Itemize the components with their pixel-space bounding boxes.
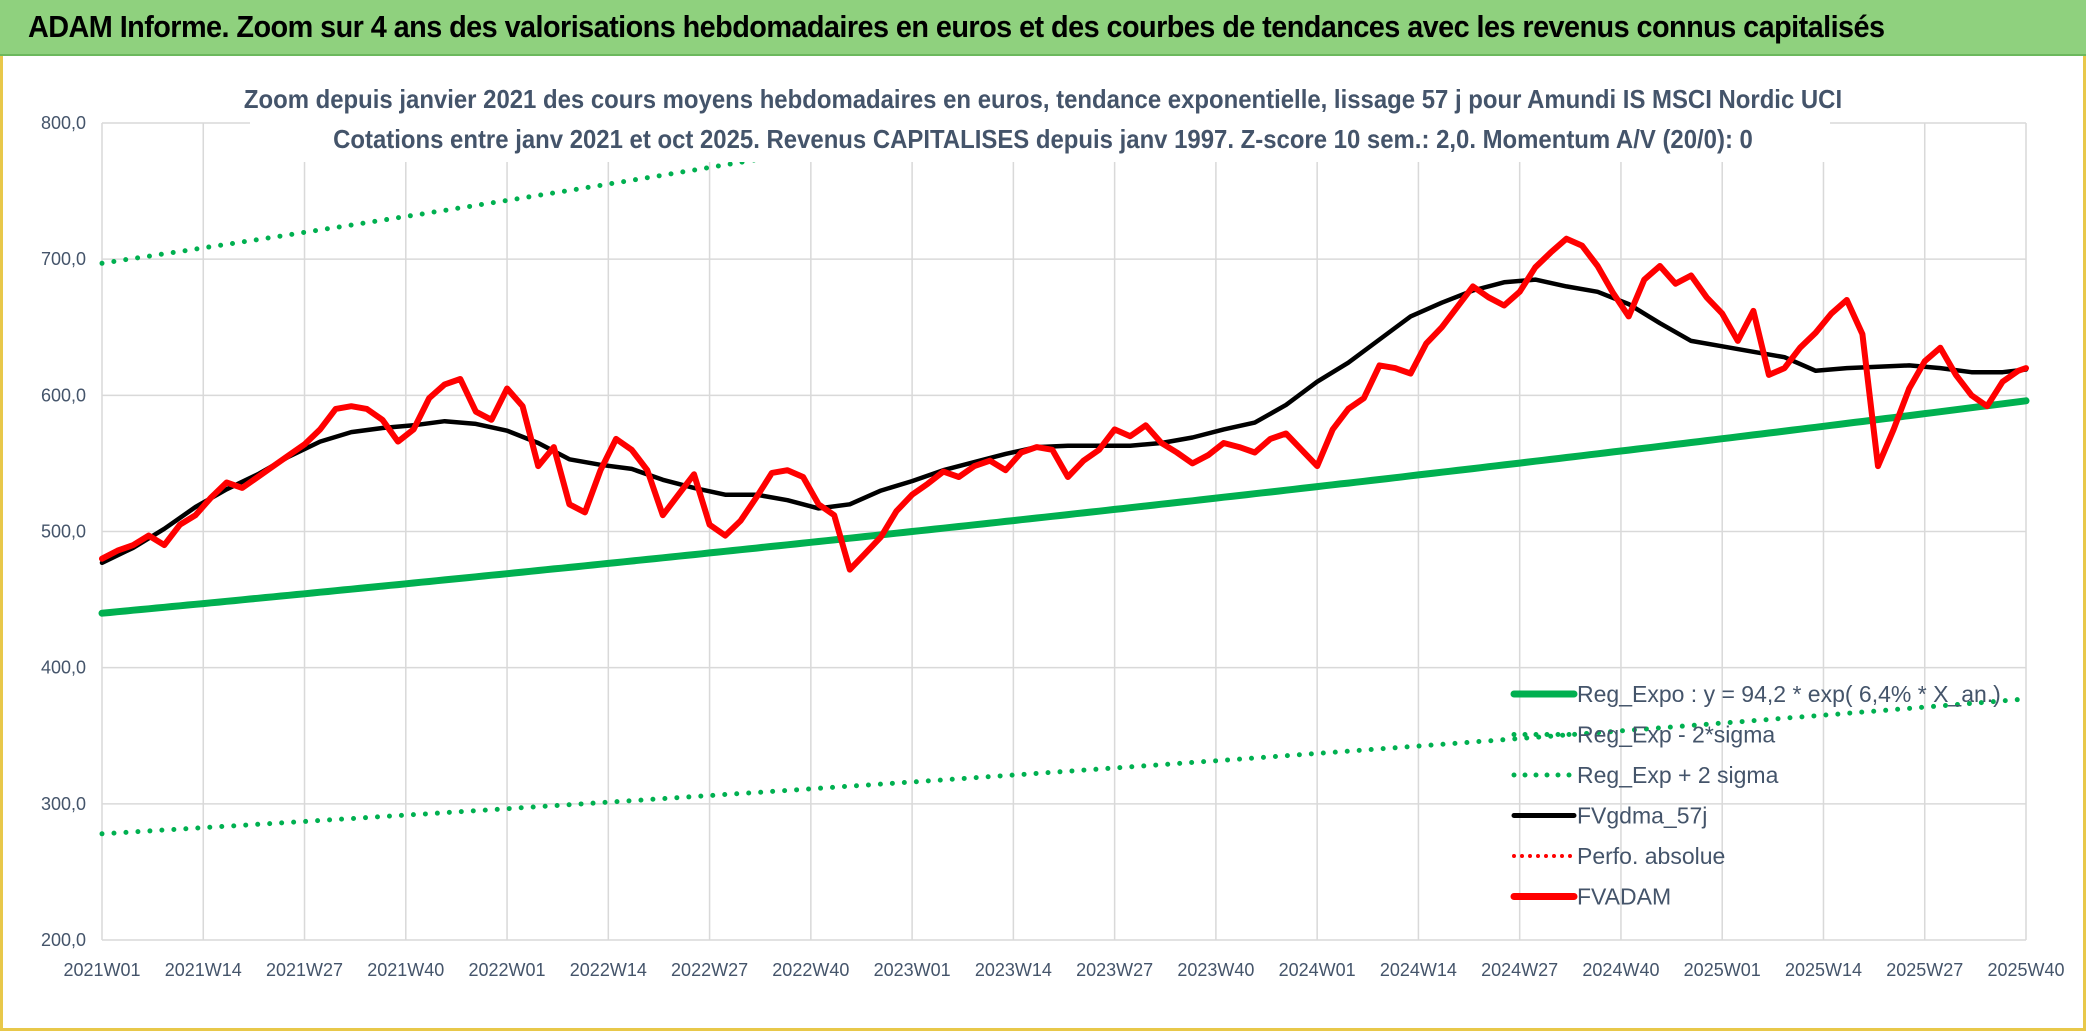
series-fvgdma-57j-line	[99, 277, 2029, 566]
x-tick-label: 2022W40	[772, 960, 849, 980]
legend-label: FVgdma_57j	[1577, 803, 1707, 829]
chart-legend: Reg_Expo : y = 94,2 * exp( 6,4% * X_an.)…	[1510, 681, 2001, 910]
x-tick-label: 2025W01	[1684, 960, 1761, 980]
x-tick-label: 2021W40	[367, 960, 444, 980]
x-tick-label: 2022W14	[570, 960, 647, 980]
x-tick-label: 2024W40	[1582, 960, 1659, 980]
x-axis-ticks: 2021W01 2021W14 2021W27 2021W40 2022W01 2022W…	[63, 960, 2064, 980]
series-layer	[98, 117, 2030, 837]
x-tick-label: 2022W01	[469, 960, 546, 980]
series-reg-expo-line	[98, 397, 2030, 617]
chart-title: Zoom depuis janvier 2021 des cours moyen…	[243, 84, 1843, 114]
legend-label: Perfo. absolue	[1577, 843, 1725, 869]
x-tick-label: 2025W40	[1987, 960, 2064, 980]
x-tick-label: 2021W14	[165, 960, 242, 980]
y-tick-label: 800,0	[41, 113, 86, 133]
x-tick-label: 2025W14	[1785, 960, 1862, 980]
x-tick-label: 2023W40	[1177, 960, 1254, 980]
y-tick-label: 200,0	[41, 930, 86, 950]
x-tick-label: 2023W27	[1076, 960, 1153, 980]
series-reg-exp-plus-2sigma-line	[99, 117, 1023, 266]
title-backdrop	[250, 80, 1830, 162]
x-tick-label: 2024W14	[1380, 960, 1457, 980]
x-tick-label: 2022W27	[671, 960, 748, 980]
legend-label: Reg_Exp - 2*sigma	[1577, 722, 1775, 748]
x-tick-label: 2025W27	[1886, 960, 1963, 980]
x-tick-label: 2024W01	[1279, 960, 1356, 980]
x-tick-label: 2021W27	[266, 960, 343, 980]
y-tick-label: 700,0	[41, 249, 86, 269]
report-title: ADAM Informe. Zoom sur 4 ans des valoris…	[28, 9, 1885, 44]
series-reg-exp-minus-2sigma-line	[99, 696, 2029, 837]
chart-frame	[0, 56, 2086, 1031]
x-tick-label: 2023W01	[874, 960, 951, 980]
report-banner: ADAM Informe. Zoom sur 4 ans des valoris…	[0, 0, 2086, 56]
x-tick-label: 2023W14	[975, 960, 1052, 980]
y-tick-label: 400,0	[41, 658, 86, 678]
legend-label: FVADAM	[1577, 884, 1671, 910]
x-tick-label: 2021W01	[63, 960, 140, 980]
x-tick-label: 2024W27	[1481, 960, 1558, 980]
chart-subtitle: Cotations entre janv 2021 et oct 2025. R…	[333, 124, 1753, 154]
y-axis-ticks: 800,0 700,0 600,0 500,0 400,0 300,0 200,0	[41, 113, 86, 950]
legend-label: Reg_Expo : y = 94,2 * exp( 6,4% * X_an.)	[1577, 681, 2001, 707]
legend-label: Reg_Exp + 2 sigma	[1577, 762, 1779, 788]
y-tick-label: 600,0	[41, 385, 86, 405]
y-tick-label: 500,0	[41, 522, 86, 542]
y-tick-label: 300,0	[41, 794, 86, 814]
series-fvadam-line	[99, 235, 2029, 573]
